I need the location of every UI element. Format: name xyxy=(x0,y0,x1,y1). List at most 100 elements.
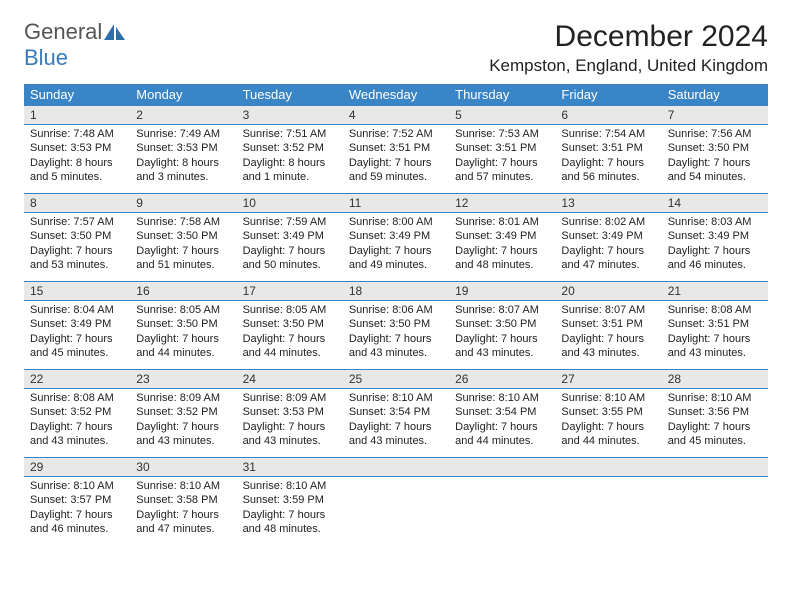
weekday-header: Wednesday xyxy=(343,84,449,105)
day-number: 16 xyxy=(130,281,236,301)
day-number: 23 xyxy=(130,369,236,389)
day-details: Sunrise: 8:08 AMSunset: 3:52 PMDaylight:… xyxy=(24,389,130,454)
sunrise-text: Sunrise: 7:54 AM xyxy=(561,127,655,141)
calendar-week-row: 29Sunrise: 8:10 AMSunset: 3:57 PMDayligh… xyxy=(24,457,768,545)
sunrise-text: Sunrise: 8:00 AM xyxy=(349,215,443,229)
sunrise-text: Sunrise: 7:49 AM xyxy=(136,127,230,141)
calendar-day-cell: 22Sunrise: 8:08 AMSunset: 3:52 PMDayligh… xyxy=(24,369,130,457)
day-number: 19 xyxy=(449,281,555,301)
day-number: 14 xyxy=(662,193,768,213)
daylight-text: Daylight: 7 hours and 49 minutes. xyxy=(349,244,443,273)
calendar-day-cell: 16Sunrise: 8:05 AMSunset: 3:50 PMDayligh… xyxy=(130,281,236,369)
day-number: 8 xyxy=(24,193,130,213)
daylight-text: Daylight: 7 hours and 44 minutes. xyxy=(136,332,230,361)
day-number: 20 xyxy=(555,281,661,301)
day-details: Sunrise: 8:05 AMSunset: 3:50 PMDaylight:… xyxy=(237,301,343,366)
sunset-text: Sunset: 3:50 PM xyxy=(136,229,230,243)
daylight-text: Daylight: 7 hours and 43 minutes. xyxy=(455,332,549,361)
sunrise-text: Sunrise: 8:07 AM xyxy=(455,303,549,317)
location: Kempston, England, United Kingdom xyxy=(489,56,768,76)
day-details: Sunrise: 8:07 AMSunset: 3:50 PMDaylight:… xyxy=(449,301,555,366)
sunrise-text: Sunrise: 8:06 AM xyxy=(349,303,443,317)
weekday-header: Thursday xyxy=(449,84,555,105)
sunrise-text: Sunrise: 7:52 AM xyxy=(349,127,443,141)
sunset-text: Sunset: 3:49 PM xyxy=(561,229,655,243)
day-details: Sunrise: 8:09 AMSunset: 3:53 PMDaylight:… xyxy=(237,389,343,454)
calendar-day-cell: 4Sunrise: 7:52 AMSunset: 3:51 PMDaylight… xyxy=(343,105,449,193)
daylight-text: Daylight: 7 hours and 50 minutes. xyxy=(243,244,337,273)
sunset-text: Sunset: 3:50 PM xyxy=(349,317,443,331)
day-details: Sunrise: 7:51 AMSunset: 3:52 PMDaylight:… xyxy=(237,125,343,190)
calendar-day-cell: 28Sunrise: 8:10 AMSunset: 3:56 PMDayligh… xyxy=(662,369,768,457)
sunrise-text: Sunrise: 8:01 AM xyxy=(455,215,549,229)
logo-text-general: General xyxy=(24,19,102,44)
logo-text-blue: Blue xyxy=(24,45,68,70)
day-number xyxy=(555,457,661,477)
day-details: Sunrise: 7:59 AMSunset: 3:49 PMDaylight:… xyxy=(237,213,343,278)
sunset-text: Sunset: 3:52 PM xyxy=(243,141,337,155)
sunrise-text: Sunrise: 8:10 AM xyxy=(561,391,655,405)
day-number: 28 xyxy=(662,369,768,389)
daylight-text: Daylight: 7 hours and 46 minutes. xyxy=(30,508,124,537)
sunset-text: Sunset: 3:50 PM xyxy=(455,317,549,331)
sunrise-text: Sunrise: 8:10 AM xyxy=(349,391,443,405)
day-number: 7 xyxy=(662,105,768,125)
calendar-day-cell: 2Sunrise: 7:49 AMSunset: 3:53 PMDaylight… xyxy=(130,105,236,193)
day-number: 31 xyxy=(237,457,343,477)
sunrise-text: Sunrise: 8:10 AM xyxy=(30,479,124,493)
daylight-text: Daylight: 7 hours and 45 minutes. xyxy=(668,420,762,449)
sunrise-text: Sunrise: 8:10 AM xyxy=(668,391,762,405)
sunset-text: Sunset: 3:50 PM xyxy=(243,317,337,331)
calendar-day-cell: 25 Sunrise: 8:10 AMSunset: 3:54 PMDayligh… xyxy=(343,369,449,457)
day-details xyxy=(449,477,555,537)
calendar-day-cell: 11Sunrise: 8:00 AMSunset: 3:49 PMDayligh… xyxy=(343,193,449,281)
day-details: Sunrise: 7:54 AMSunset: 3:51 PMDaylight:… xyxy=(555,125,661,190)
day-details: Sunrise: 8:01 AMSunset: 3:49 PMDaylight:… xyxy=(449,213,555,278)
calendar-day-cell: 27Sunrise: 8:10 AMSunset: 3:55 PMDayligh… xyxy=(555,369,661,457)
calendar-day-cell: 17Sunrise: 8:05 AMSunset: 3:50 PMDayligh… xyxy=(237,281,343,369)
calendar-day-cell: 5Sunrise: 7:53 AMSunset: 3:51 PMDaylight… xyxy=(449,105,555,193)
day-number: 26 xyxy=(449,369,555,389)
day-number: 22 xyxy=(24,369,130,389)
day-details xyxy=(555,477,661,537)
daylight-text: Daylight: 7 hours and 43 minutes. xyxy=(349,332,443,361)
sunrise-text: Sunrise: 8:10 AM xyxy=(455,391,549,405)
daylight-text: Daylight: 7 hours and 43 minutes. xyxy=(668,332,762,361)
day-number: 11 xyxy=(343,193,449,213)
daylight-text: Daylight: 7 hours and 51 minutes. xyxy=(136,244,230,273)
day-number: 18 xyxy=(343,281,449,301)
daylight-text: Daylight: 7 hours and 43 minutes. xyxy=(136,420,230,449)
calendar-day-cell: 8Sunrise: 7:57 AMSunset: 3:50 PMDaylight… xyxy=(24,193,130,281)
sunset-text: Sunset: 3:49 PM xyxy=(243,229,337,243)
daylight-text: Daylight: 7 hours and 44 minutes. xyxy=(561,420,655,449)
day-details: Sunrise: 7:52 AMSunset: 3:51 PMDaylight:… xyxy=(343,125,449,190)
day-number: 9 xyxy=(130,193,236,213)
sunrise-text: Sunrise: 8:10 AM xyxy=(136,479,230,493)
day-details: Sunrise: 8:10 AMSunset: 3:55 PMDaylight:… xyxy=(555,389,661,454)
weekday-header: Sunday xyxy=(24,84,130,105)
daylight-text: Daylight: 8 hours and 1 minute. xyxy=(243,156,337,185)
daylight-text: Daylight: 7 hours and 43 minutes. xyxy=(243,420,337,449)
day-details: Sunrise: 8:10 AMSunset: 3:58 PMDaylight:… xyxy=(130,477,236,542)
calendar-body: 1Sunrise: 7:48 AMSunset: 3:53 PMDaylight… xyxy=(24,105,768,545)
calendar-empty-cell xyxy=(555,457,661,545)
logo: General Blue xyxy=(24,20,126,70)
sunrise-text: Sunrise: 7:59 AM xyxy=(243,215,337,229)
daylight-text: Daylight: 7 hours and 56 minutes. xyxy=(561,156,655,185)
calendar-week-row: 22Sunrise: 8:08 AMSunset: 3:52 PMDayligh… xyxy=(24,369,768,457)
sunrise-text: Sunrise: 8:08 AM xyxy=(30,391,124,405)
calendar-day-cell: 14Sunrise: 8:03 AMSunset: 3:49 PMDayligh… xyxy=(662,193,768,281)
day-number: 29 xyxy=(24,457,130,477)
calendar-week-row: 8Sunrise: 7:57 AMSunset: 3:50 PMDaylight… xyxy=(24,193,768,281)
sunrise-text: Sunrise: 7:56 AM xyxy=(668,127,762,141)
daylight-text: Daylight: 7 hours and 43 minutes. xyxy=(349,420,443,449)
sunrise-text: Sunrise: 7:58 AM xyxy=(136,215,230,229)
daylight-text: Daylight: 7 hours and 48 minutes. xyxy=(455,244,549,273)
day-details: Sunrise: 8:10 AMSunset: 3:59 PMDaylight:… xyxy=(237,477,343,542)
weekday-header: Monday xyxy=(130,84,236,105)
sunset-text: Sunset: 3:52 PM xyxy=(136,405,230,419)
sunrise-text: Sunrise: 8:05 AM xyxy=(243,303,337,317)
calendar-day-cell: 29Sunrise: 8:10 AMSunset: 3:57 PMDayligh… xyxy=(24,457,130,545)
sunset-text: Sunset: 3:54 PM xyxy=(349,405,443,419)
day-number: 25 xyxy=(343,369,449,389)
